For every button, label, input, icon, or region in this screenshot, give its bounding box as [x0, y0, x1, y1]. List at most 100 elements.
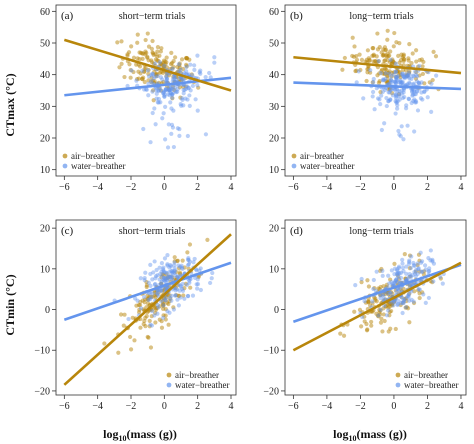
air-point: [358, 67, 363, 73]
water-point: [169, 274, 174, 279]
water-point: [384, 313, 390, 318]
water-point: [392, 280, 397, 285]
water-point: [395, 271, 400, 276]
air-point: [394, 40, 399, 45]
air-point: [393, 326, 398, 332]
air-point: [196, 85, 201, 90]
air-point: [143, 37, 148, 43]
water-point: [387, 281, 392, 286]
water-point: [410, 93, 415, 98]
y-tick-label: 10: [40, 264, 50, 275]
water-point: [412, 269, 417, 275]
air-point: [150, 50, 155, 55]
water-point: [148, 271, 153, 277]
water-point: [412, 129, 417, 134]
water-point: [150, 89, 155, 94]
water-point: [393, 69, 398, 74]
water-point: [150, 277, 155, 282]
air-point: [159, 325, 165, 330]
water-point: [394, 100, 399, 106]
air-point: [134, 303, 139, 308]
water-point: [429, 109, 434, 114]
water-point: [394, 86, 399, 92]
air-point: [364, 321, 369, 327]
water-point: [194, 268, 199, 273]
water-point: [161, 265, 166, 270]
air-point: [145, 334, 150, 340]
air-point: [400, 55, 405, 60]
air-point: [132, 338, 137, 343]
water-point: [154, 88, 159, 93]
water-point: [198, 287, 203, 293]
xlabel-left: log10(mass (g)): [103, 427, 177, 443]
water-point: [413, 274, 418, 279]
water-point: [407, 76, 412, 81]
water-point: [164, 270, 169, 276]
water-point: [397, 271, 402, 276]
air-point: [142, 300, 147, 305]
xlabel-right-prefix: log: [333, 427, 348, 441]
water-point: [163, 104, 168, 109]
x-tick-label: 0: [391, 401, 396, 412]
water-point: [361, 96, 366, 101]
air-point: [420, 64, 425, 69]
panel-frame: [284, 4, 467, 177]
water-point: [395, 268, 400, 274]
air-point: [369, 319, 374, 325]
air-point: [163, 298, 168, 303]
water-point: [394, 99, 399, 104]
water-point: [175, 275, 180, 280]
water-point: [406, 295, 411, 300]
water-point: [190, 83, 195, 89]
water-point: [401, 90, 406, 95]
water-point: [163, 137, 168, 142]
water-point: [395, 88, 400, 93]
water-point: [422, 89, 427, 94]
water-point: [172, 268, 178, 273]
water-point: [148, 79, 154, 84]
water-point: [169, 293, 174, 298]
water-point: [162, 94, 167, 99]
water-point: [185, 263, 191, 268]
water-point: [426, 295, 431, 301]
water-point: [406, 274, 412, 280]
water-point: [154, 291, 160, 296]
water-point: [135, 298, 140, 303]
water-point: [413, 69, 418, 74]
water-point: [161, 277, 166, 283]
water-point: [381, 294, 386, 299]
air-point: [146, 44, 152, 49]
water-point: [405, 82, 410, 87]
water-point: [209, 276, 214, 281]
water-point: [146, 297, 151, 302]
air-point: [380, 67, 385, 72]
water-point: [413, 98, 418, 104]
air-point: [158, 49, 163, 54]
water-point: [167, 269, 172, 275]
water-point: [400, 95, 405, 101]
water-point: [178, 67, 183, 72]
water-point: [163, 270, 168, 275]
water-point: [141, 294, 147, 300]
air-point: [389, 58, 394, 64]
water-point: [155, 302, 160, 307]
water-point: [412, 263, 417, 269]
water-point: [180, 286, 185, 292]
air-point: [146, 67, 151, 73]
air-point: [375, 47, 381, 52]
water-point: [197, 70, 202, 75]
water-point: [395, 272, 400, 277]
water-point: [184, 282, 190, 288]
panel-title: long−term trials: [349, 11, 413, 22]
water-point: [161, 89, 167, 95]
water-point: [173, 273, 178, 278]
water-point: [134, 78, 139, 83]
water-point: [190, 73, 195, 78]
water-point: [380, 292, 385, 297]
air-point: [414, 59, 419, 64]
air-point: [182, 286, 187, 291]
air-point: [359, 324, 364, 329]
air-point: [172, 87, 177, 93]
water-point: [182, 296, 187, 301]
